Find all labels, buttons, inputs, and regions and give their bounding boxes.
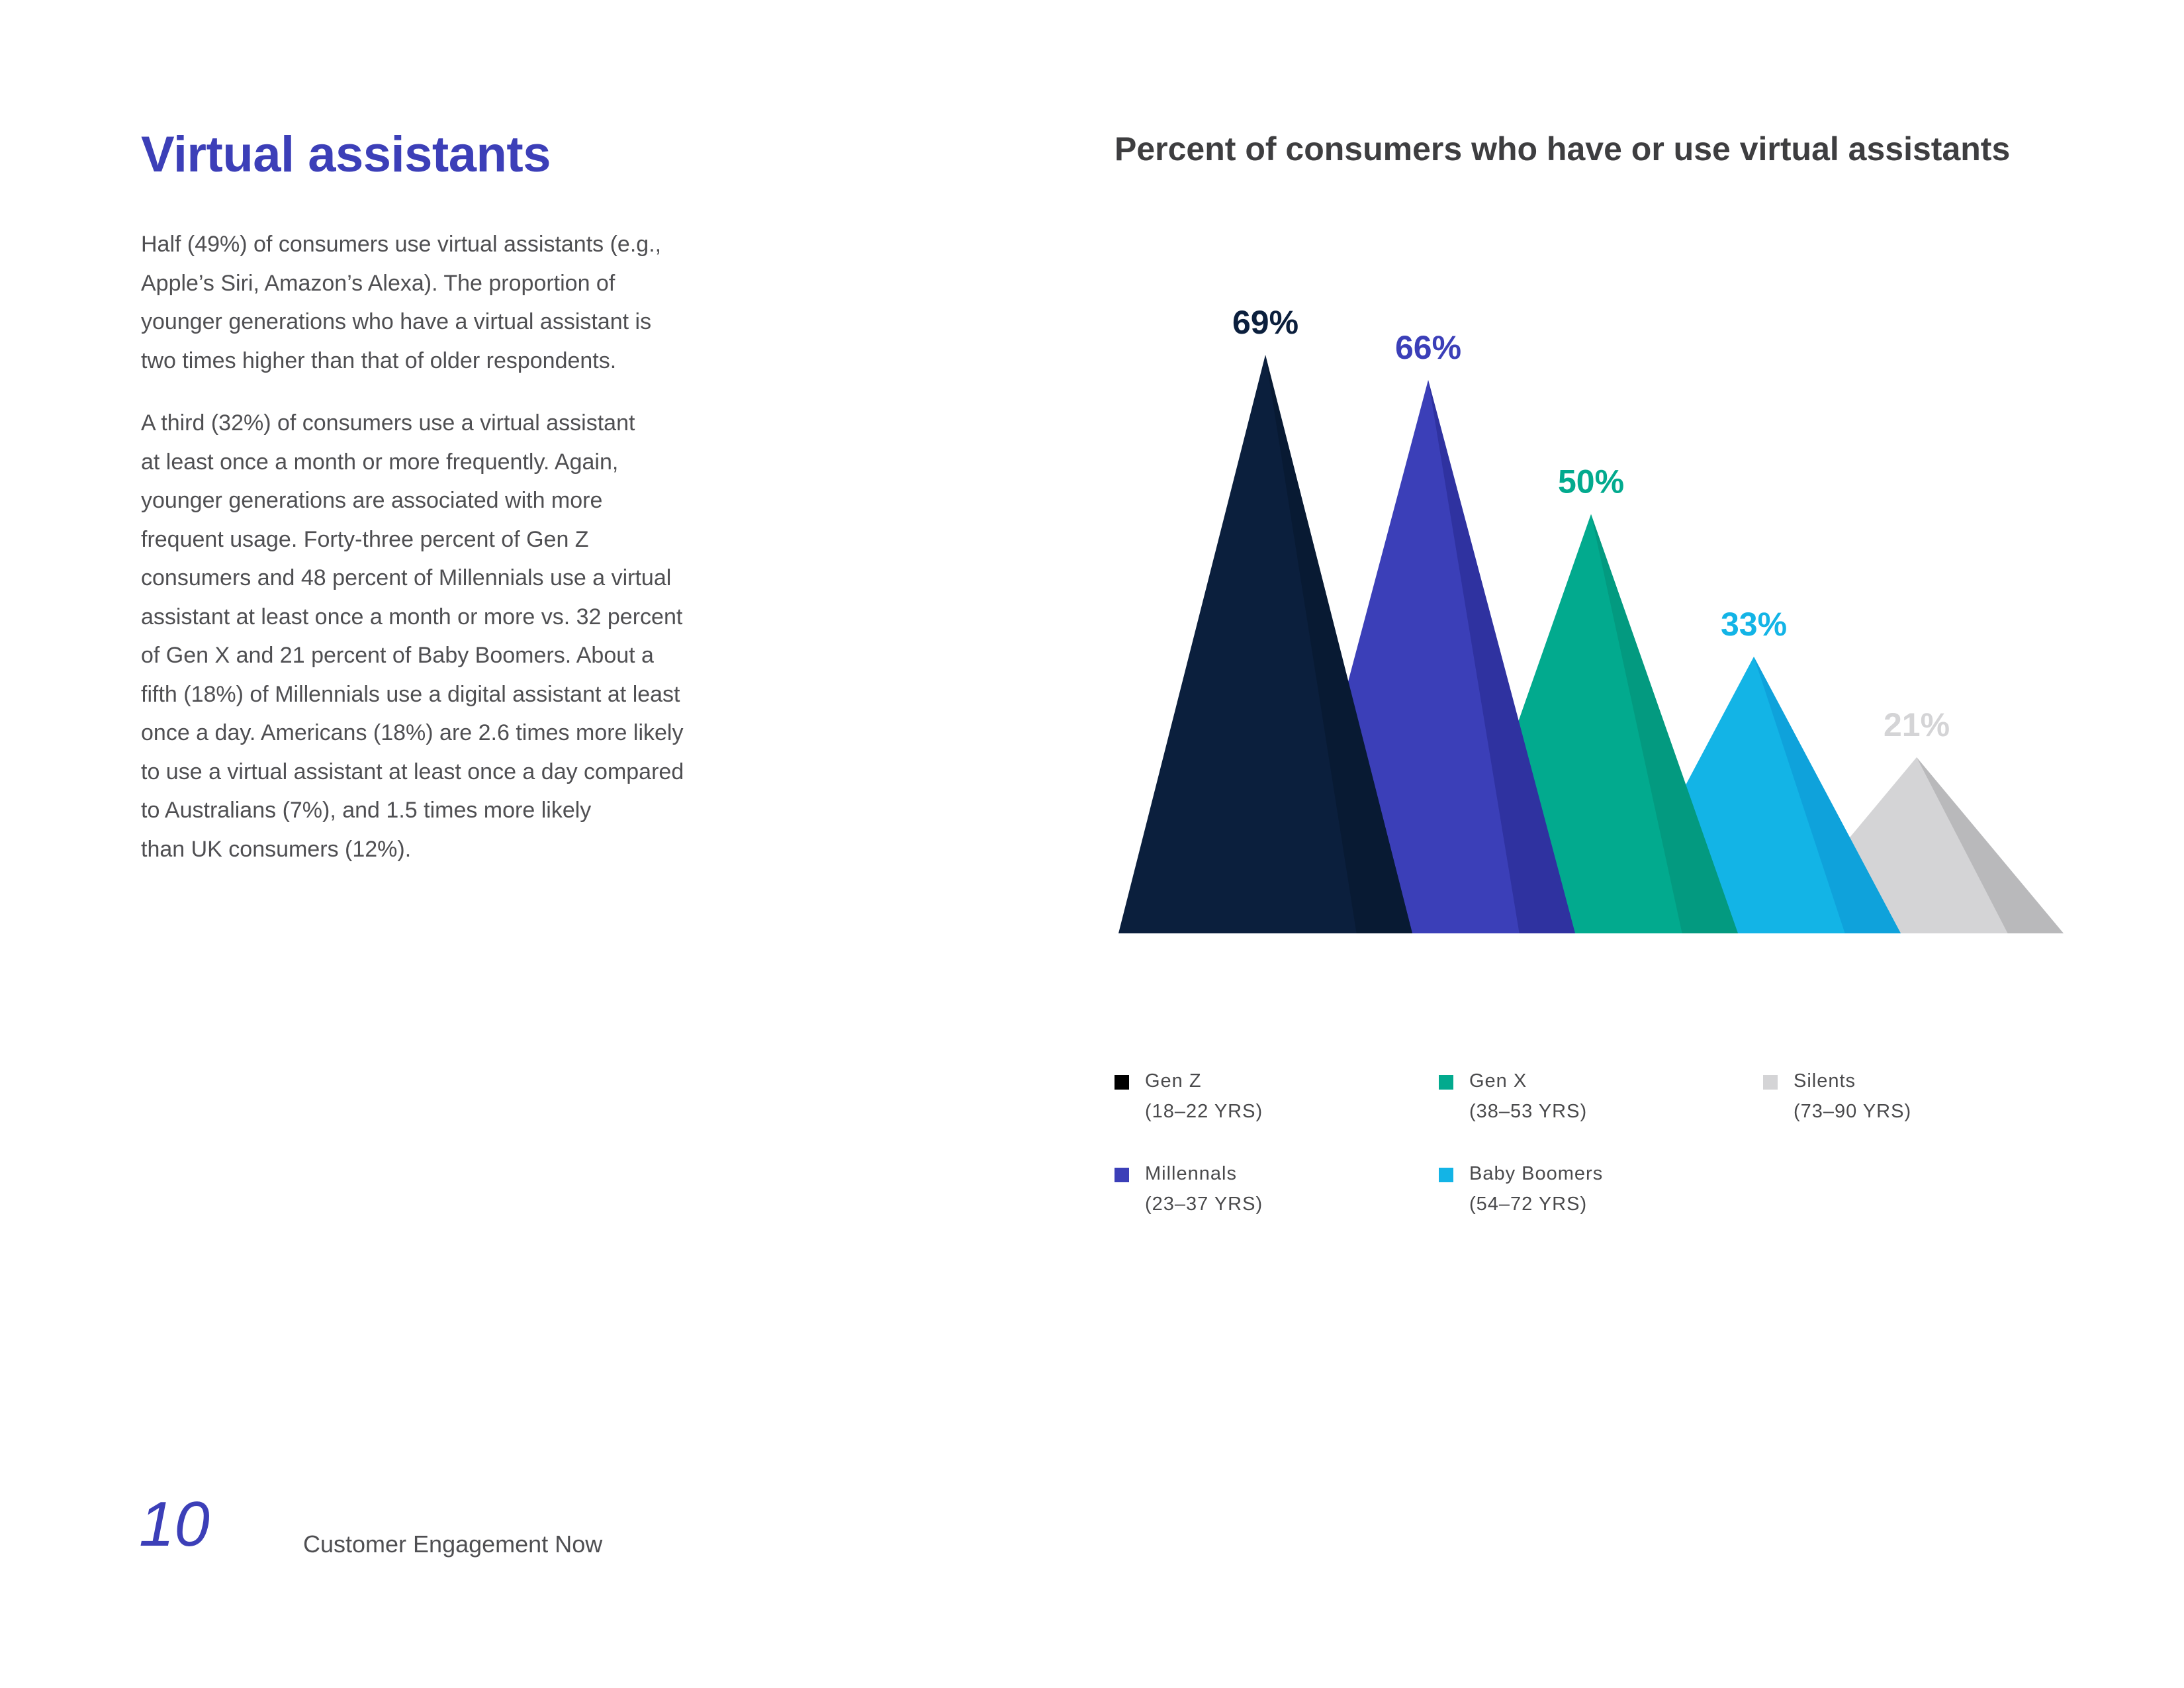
paragraph-2: A third (32%) of consumers use a virtual… bbox=[141, 404, 776, 868]
data-label-baby-boomers: 33% bbox=[1721, 606, 1787, 643]
text-line: younger generations are associated with … bbox=[141, 488, 603, 513]
text-line: Half (49%) of consumers use virtual assi… bbox=[141, 232, 662, 257]
paragraph-1: Half (49%) of consumers use virtual assi… bbox=[141, 225, 776, 380]
data-label-silents: 21% bbox=[1884, 706, 1950, 743]
data-label-gen-z: 69% bbox=[1232, 304, 1298, 341]
legend-swatch bbox=[1115, 1168, 1129, 1182]
page-heading: Virtual assistants bbox=[141, 126, 551, 183]
text-line: at least once a month or more frequently… bbox=[141, 449, 619, 475]
text-line: once a day. Americans (18%) are 2.6 time… bbox=[141, 720, 684, 745]
footer-title: Customer Engagement Now bbox=[303, 1530, 603, 1558]
text-line: to Australians (7%), and 1.5 times more … bbox=[141, 798, 592, 823]
legend-label: Silents bbox=[1794, 1070, 1856, 1092]
legend-age-range: (38–53 YRS) bbox=[1469, 1101, 1588, 1122]
legend-age-range: (73–90 YRS) bbox=[1794, 1101, 1912, 1122]
text-line: two times higher than that of older resp… bbox=[141, 348, 617, 373]
legend-label: Gen Z bbox=[1145, 1070, 1202, 1092]
text-line: consumers and 48 percent of Millennials … bbox=[141, 565, 672, 590]
text-line: younger generations who have a virtual a… bbox=[141, 309, 652, 334]
legend-age-range: (54–72 YRS) bbox=[1469, 1194, 1588, 1215]
text-line: A third (32%) of consumers use a virtual… bbox=[141, 410, 635, 436]
text-line: frequent usage. Forty-three percent of G… bbox=[141, 526, 589, 552]
text-line: than UK consumers (12%). bbox=[141, 836, 412, 862]
legend-age-range: (18–22 YRS) bbox=[1145, 1101, 1263, 1122]
legend-label: Baby Boomers bbox=[1469, 1163, 1604, 1184]
text-line: of Gen X and 21 percent of Baby Boomers.… bbox=[141, 643, 654, 668]
pyramid-chart: 69% 66% 50% 33% 21% bbox=[1118, 304, 2064, 933]
text-line: to use a virtual assistant at least once… bbox=[141, 759, 684, 784]
data-label-gen-x: 50% bbox=[1558, 463, 1624, 500]
legend-swatch bbox=[1115, 1075, 1129, 1090]
legend-age-range: (23–37 YRS) bbox=[1145, 1194, 1263, 1215]
page-number: 10 bbox=[139, 1489, 210, 1560]
legend-label: Gen X bbox=[1469, 1070, 1527, 1092]
pyramid-shade bbox=[1265, 355, 1412, 933]
text-line: fifth (18%) of Millennials use a digital… bbox=[141, 681, 680, 707]
pyramid-shade bbox=[1754, 657, 1901, 933]
text-line: Apple’s Siri, Amazon’s Alexa). The propo… bbox=[141, 270, 615, 296]
body-text: Half (49%) of consumers use virtual assi… bbox=[141, 225, 776, 892]
legend-swatch bbox=[1439, 1168, 1453, 1182]
text-line: assistant at least once a month or more … bbox=[141, 604, 683, 630]
legend-swatch bbox=[1439, 1075, 1453, 1090]
legend-label: Millennals bbox=[1145, 1163, 1237, 1184]
legend-swatch bbox=[1763, 1075, 1778, 1090]
pyramid-shade bbox=[1917, 757, 2064, 933]
pyramid-bar-gen-z bbox=[1118, 355, 1412, 933]
data-label-millennals: 66% bbox=[1395, 329, 1461, 366]
pyramid-shade bbox=[1428, 380, 1575, 933]
chart-title: Percent of consumers who have or use vir… bbox=[1115, 130, 2011, 167]
